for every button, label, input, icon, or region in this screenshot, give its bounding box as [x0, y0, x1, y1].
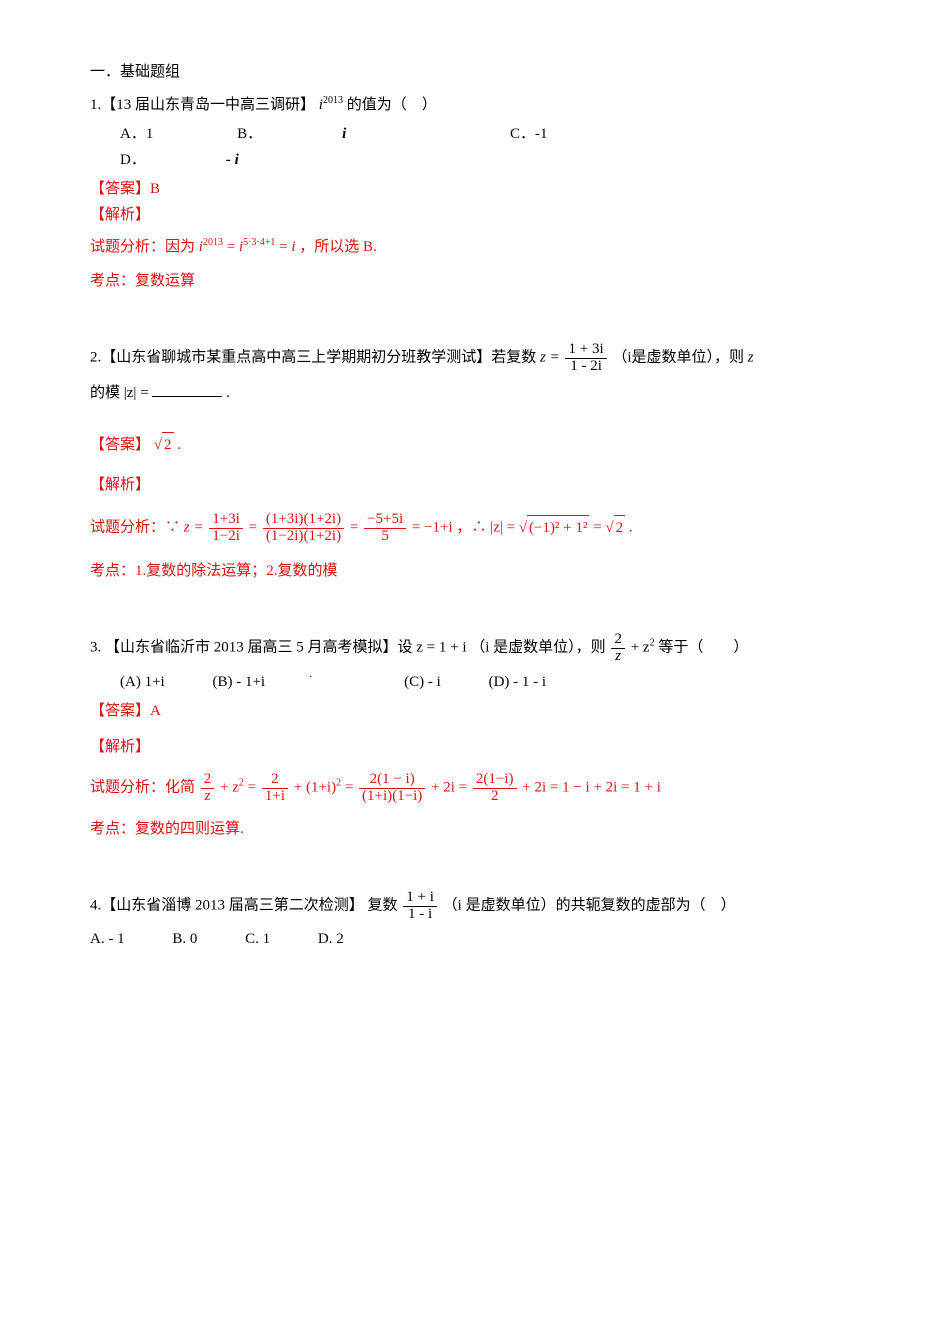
q4-choice-d: D. 2 — [318, 927, 344, 953]
q1-answer: 【答案】B — [90, 177, 860, 203]
q4-choice-c: C. 1 — [245, 927, 270, 953]
q3-choices: (A) 1+i (B) - 1+i· (C) - i (D) - 1 - i — [120, 669, 860, 696]
q1-stem-suffix: 的值为（ ） — [347, 97, 437, 113]
q1-choice-b: B．i — [237, 122, 426, 148]
question-4: 4.【山东省淄博 2013 届高三第二次检测】 复数 1 + i1 - i （i… — [90, 890, 860, 952]
q2-fraction: 1 + 3i 1 - 2i — [565, 342, 606, 375]
q2-answer: 【答案】 √2 . — [90, 432, 860, 459]
q4-choice-a: A. - 1 — [90, 927, 125, 953]
question-3: 3. 【山东省临沂市 2013 届高三 5 月高考模拟】设 z = 1 + i … — [90, 632, 860, 842]
q1-kaodian: 考点：复数运算 — [90, 269, 860, 295]
q3-choice-a: (A) 1+i — [120, 670, 165, 696]
blank-field — [152, 381, 222, 397]
q1-analysis: 试题分析：因为 i2013 = i5·3·4+1 = i ，所以选 B. — [90, 234, 860, 261]
q4-choice-b: B. 0 — [172, 927, 197, 953]
q1-stem-prefix: 1.【13 届山东青岛一中高三调研】 — [90, 97, 319, 113]
question-1: 1.【13 届山东青岛一中高三调研】 i2013 的值为（ ） A．1 B．i … — [90, 92, 860, 295]
section-title: 一．基础题组 — [90, 60, 860, 86]
q3-choice-b: (B) - 1+i· — [212, 669, 356, 696]
q2-stem-prefix: 2.【山东省聊城市某重点高中高三上学期期初分班教学测试】若复数 — [90, 350, 540, 366]
q1-expr: i2013 — [319, 97, 347, 113]
q3-stem-prefix: 3. 【山东省临沂市 2013 届高三 5 月高考模拟】设 — [90, 640, 416, 656]
q1-choices: A．1 B．i C．-1 D．- i — [120, 122, 860, 173]
q3-analysis-label: 【解析】 — [90, 735, 860, 761]
q2-analysis: 试题分析：∵ z = 1+3i1−2i = (1+3i)(1+2i)(1−2i)… — [90, 512, 860, 545]
q1-analysis-label: 【解析】 — [90, 203, 860, 229]
q3-choice-d: (D) - 1 - i — [489, 670, 546, 696]
q4-choices: A. - 1 B. 0 C. 1 D. 2 — [90, 927, 860, 953]
q2-kaodian: 考点：1.复数的除法运算；2.复数的模 — [90, 559, 860, 585]
q3-kaodian: 考点：复数的四则运算. — [90, 817, 860, 843]
q3-choice-c: (C) - i — [404, 670, 441, 696]
q4-stem-prefix: 4.【山东省淄博 2013 届高三第二次检测】 复数 — [90, 898, 401, 914]
q3-answer: 【答案】A — [90, 699, 860, 725]
q1-choice-d: D．- i — [120, 148, 319, 174]
question-2: 2.【山东省聊城市某重点高中高三上学期期初分班教学测试】若复数 z = 1 + … — [90, 342, 860, 584]
q2-analysis-label: 【解析】 — [90, 473, 860, 499]
q1-choice-a: A．1 — [120, 122, 153, 148]
q3-analysis: 试题分析：化简 2z + z2 = 21+i + (1+i)2 = 2(1 − … — [90, 772, 860, 805]
q1-choice-c: C．-1 — [510, 122, 548, 148]
